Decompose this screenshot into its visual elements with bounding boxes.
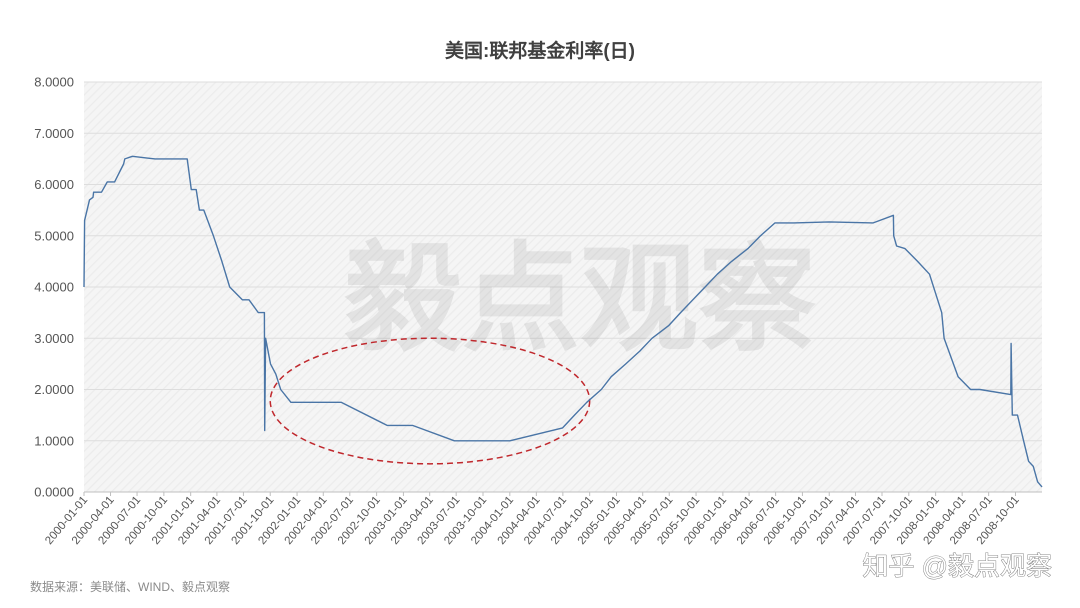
annotation-ellipse [269,337,591,465]
series-line [83,155,1043,488]
chart-title: 美国:联邦基金利率(日) [445,39,635,62]
footer-watermark: 知乎 @毅点观察 [862,551,1052,581]
y-tick-label: 6.0000 [34,177,74,192]
gridlines [84,81,1042,442]
y-tick-label: 4.0000 [34,280,74,295]
y-tick-label: 7.0000 [34,126,74,141]
y-tick-label: 5.0000 [34,228,74,243]
y-tick-label: 3.0000 [34,331,74,346]
watermark: 毅点观察 [344,234,816,366]
y-tick-label: 1.0000 [34,433,74,448]
x-axis: 2000-01-012000-04-012000-07-012000-10-01… [43,492,1022,547]
y-tick-label: 2.0000 [34,382,74,397]
annotations [269,337,591,465]
y-tick-label: 0.0000 [34,485,74,500]
y-axis: 0.0000 1.0000 2.0000 3.0000 4.0000 5.0000 6.00… [34,75,74,500]
y-tick-label: 8.0000 [34,75,74,90]
source-note: 数据来源：美联储、WIND、毅点观察 [30,579,230,594]
